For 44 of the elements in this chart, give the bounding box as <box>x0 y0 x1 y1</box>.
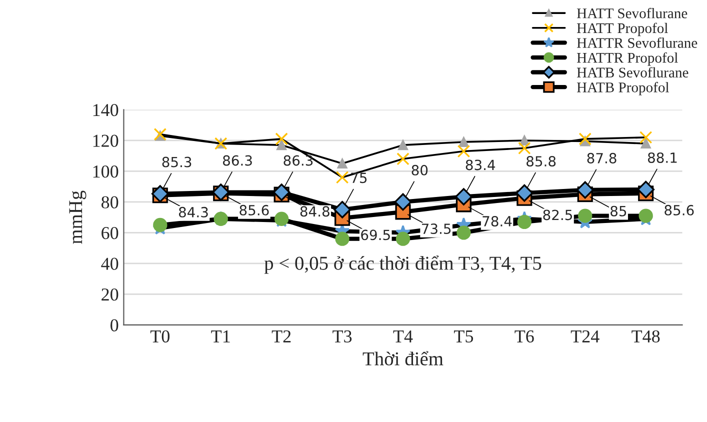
legend-label: HATB Sevoflurane <box>576 67 688 78</box>
data-label: 80 <box>412 164 428 176</box>
x-tick-label: T1 <box>211 330 230 342</box>
legend-label: HATT Sevoflurane <box>576 8 688 18</box>
data-label: 75 <box>351 172 367 184</box>
y-tick-label: 80 <box>101 196 118 208</box>
x-tick-label: T48 <box>632 330 660 343</box>
data-label: 78.4 <box>482 216 512 226</box>
x-tick-label: T0 <box>150 330 170 343</box>
data-label: 69.5 <box>361 230 390 240</box>
x-tick-label: T3 <box>332 330 352 343</box>
y-tick-label: 100 <box>93 165 118 178</box>
data-label: 82.5 <box>543 210 572 220</box>
y-tick-label: 20 <box>102 288 118 301</box>
x-tick-label: T4 <box>393 330 413 342</box>
x-tick-label: T5 <box>454 330 474 343</box>
y-tick-label: 120 <box>93 134 118 147</box>
x-tick-label: T24 <box>570 330 600 342</box>
data-label: 85 <box>610 206 626 216</box>
legend-label: HATTR Propofol <box>576 52 678 66</box>
data-label: 88.1 <box>648 152 677 163</box>
annotation: p < 0,05 ở các thời điểm T3, T4, T5 <box>264 256 542 274</box>
y-tick-label: 140 <box>93 104 118 116</box>
x-axis-title: Thời điểm <box>362 351 444 366</box>
legend-label: HATB Propofol <box>576 82 670 96</box>
y-tick-label: 60 <box>102 226 118 240</box>
data-label: 86.3 <box>284 155 313 166</box>
data-label: 84.8 <box>300 206 330 217</box>
data-label: 87.8 <box>587 152 616 164</box>
y-tick-label: 0 <box>110 319 118 332</box>
data-label: 84.3 <box>178 206 208 218</box>
legend-label: HATT Propofol <box>576 22 668 36</box>
data-label: 86.3 <box>223 155 252 166</box>
data-label: 85.3 <box>162 156 192 168</box>
data-label: 85.6 <box>240 204 269 216</box>
data-label: 73.5 <box>422 224 451 234</box>
y-axis-title: mmHg <box>69 190 86 244</box>
data-label: 85.8 <box>526 156 556 167</box>
y-tick-label: 40 <box>101 258 118 270</box>
x-tick-label: T6 <box>514 330 534 343</box>
legend-label: HATTR Sevoflurane <box>576 37 698 48</box>
x-tick-label: T2 <box>272 330 291 342</box>
data-label: 85.6 <box>664 204 694 216</box>
data-label: 83.4 <box>466 160 496 170</box>
